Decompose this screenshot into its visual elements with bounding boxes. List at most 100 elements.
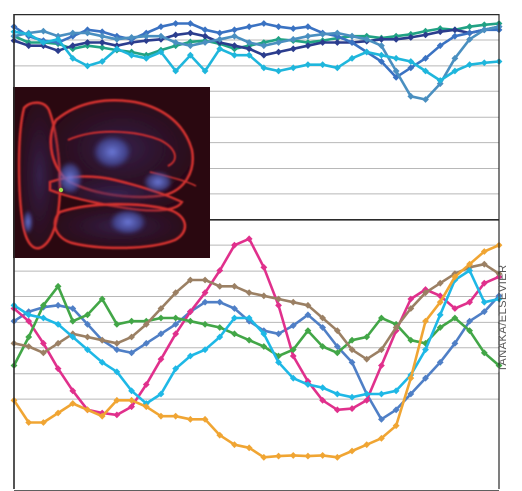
trace-point — [348, 32, 356, 40]
trace-point — [69, 333, 77, 341]
trace-point — [157, 314, 165, 322]
trace-point — [451, 32, 459, 40]
trace-point — [275, 301, 282, 309]
trace-point — [54, 320, 62, 328]
trace-point — [466, 327, 474, 335]
trace-point — [378, 362, 385, 369]
trace-point — [69, 54, 77, 62]
trace-point — [231, 282, 238, 290]
trace-point — [231, 42, 238, 50]
trace-point — [392, 387, 400, 395]
trace-point — [422, 31, 429, 39]
trace-point — [157, 355, 165, 363]
trace-point — [113, 45, 121, 53]
trace-point — [422, 67, 429, 75]
trace-point — [54, 282, 62, 290]
trace-point — [39, 301, 47, 309]
trace-line — [12, 25, 501, 101]
trace-point — [363, 441, 371, 449]
trace-point — [304, 452, 312, 460]
trace-point — [319, 39, 327, 46]
trace-series — [10, 28, 503, 84]
trace-point — [25, 343, 33, 350]
trace-point — [113, 346, 121, 354]
trace-point — [98, 358, 106, 366]
trace-point — [363, 396, 371, 404]
trace-point — [54, 409, 62, 417]
trace-point — [333, 39, 341, 46]
trace-point — [186, 42, 194, 50]
trace-point — [157, 305, 165, 312]
trace-point — [113, 396, 121, 404]
trace-point — [260, 343, 268, 350]
trace-point — [245, 289, 253, 297]
trace-point — [260, 64, 268, 72]
trace-point — [113, 368, 121, 376]
trace-series — [10, 282, 503, 369]
trace-point — [378, 58, 385, 65]
trace-point — [113, 35, 121, 43]
trace-point — [231, 32, 238, 40]
trace-point — [392, 422, 400, 430]
trace-point — [451, 67, 459, 75]
trace-point — [172, 320, 180, 328]
trace-point — [480, 308, 488, 316]
trace-point — [216, 282, 224, 290]
trace-point — [216, 298, 224, 306]
trace-point — [172, 365, 180, 373]
trace-point — [348, 447, 356, 455]
trace-point — [348, 336, 356, 344]
trace-point — [466, 298, 474, 306]
trace-point — [186, 415, 194, 423]
trace-point — [407, 34, 415, 41]
trace-point — [39, 349, 47, 357]
trace-point — [84, 346, 91, 354]
trace-line — [12, 269, 501, 405]
trace-point — [201, 289, 209, 297]
trace-point — [231, 305, 238, 312]
trace-point — [231, 314, 238, 322]
trace-point — [39, 419, 47, 426]
trace-point — [172, 39, 180, 46]
trace-point — [260, 20, 268, 27]
trace-point — [172, 314, 180, 322]
trace-point — [84, 333, 91, 341]
trace-point — [216, 431, 224, 439]
trace-point — [275, 39, 282, 46]
trace-point — [407, 336, 415, 344]
trace-point — [186, 51, 194, 59]
trace-point — [69, 400, 77, 407]
trace-point — [304, 381, 312, 388]
trace-point — [231, 26, 238, 34]
trace-point — [98, 412, 106, 420]
trace-point — [466, 35, 474, 43]
trace-line — [12, 243, 501, 459]
trace-point — [333, 453, 341, 461]
trace-point — [84, 320, 91, 328]
trace-point — [157, 23, 165, 31]
trace-point — [186, 317, 194, 325]
trace-point — [260, 453, 268, 461]
trace-point — [436, 28, 444, 36]
trace-point — [319, 314, 327, 322]
trace-point — [128, 403, 135, 411]
trace-point — [436, 279, 444, 287]
trace-point — [289, 352, 297, 360]
trace-point — [392, 324, 400, 331]
trace-series — [10, 267, 503, 407]
trace-point — [348, 39, 356, 46]
trace-point — [186, 276, 194, 284]
trace-point — [436, 298, 444, 306]
trace-point — [25, 30, 33, 38]
trace-point — [392, 73, 400, 81]
trace-point — [186, 308, 194, 316]
trace-point — [216, 45, 224, 53]
trace-lines — [10, 20, 503, 461]
trace-point — [407, 58, 415, 65]
trace-point — [245, 45, 253, 53]
trace-point — [186, 29, 194, 37]
trace-point — [378, 51, 385, 59]
trace-point — [436, 324, 444, 331]
trace-point — [289, 25, 297, 32]
trace-point — [216, 267, 224, 274]
